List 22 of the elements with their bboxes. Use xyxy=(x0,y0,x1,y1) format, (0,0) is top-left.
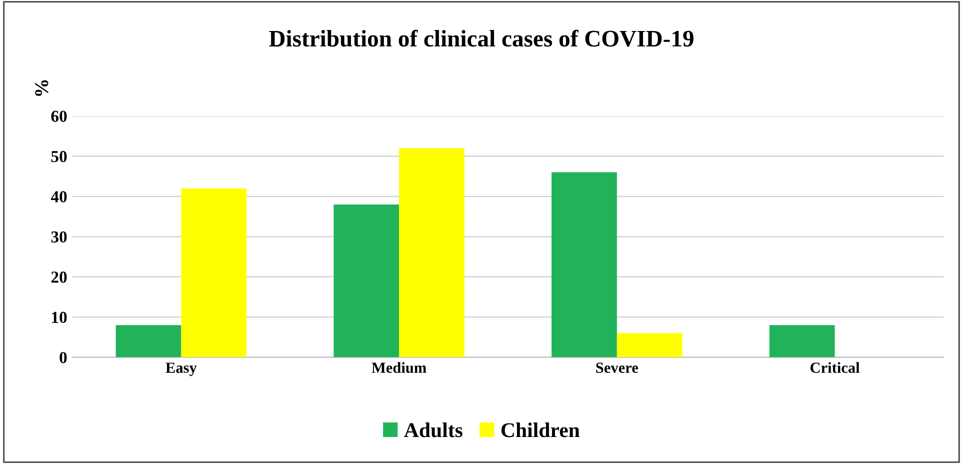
y-tick-label: 10 xyxy=(52,312,67,324)
x-tick-label: Severe xyxy=(596,362,638,373)
bar xyxy=(616,333,682,358)
bar xyxy=(181,188,247,358)
x-tick-label: Easy xyxy=(166,362,197,376)
x-tick-label: Critical xyxy=(810,362,860,373)
legend-label: Adults xyxy=(404,422,462,438)
x-tick-label: Medium xyxy=(372,362,426,373)
y-tick-label: 50 xyxy=(51,150,67,162)
y-tick-label: 20 xyxy=(51,272,67,283)
y-tick-label: 0 xyxy=(60,352,67,364)
bar xyxy=(334,204,400,358)
y-tick-label: 60 xyxy=(51,110,67,122)
legend-label: Children xyxy=(501,422,580,438)
y-tick-label: 40 xyxy=(50,191,67,202)
y-axis-title: % xyxy=(35,80,48,96)
bar xyxy=(116,325,182,358)
y-tick-label: 30 xyxy=(51,231,67,243)
bar xyxy=(552,172,617,358)
chart-title: Distribution of clinical cases of COVID-19 xyxy=(269,30,694,47)
bar xyxy=(769,325,835,358)
bar xyxy=(399,148,464,358)
